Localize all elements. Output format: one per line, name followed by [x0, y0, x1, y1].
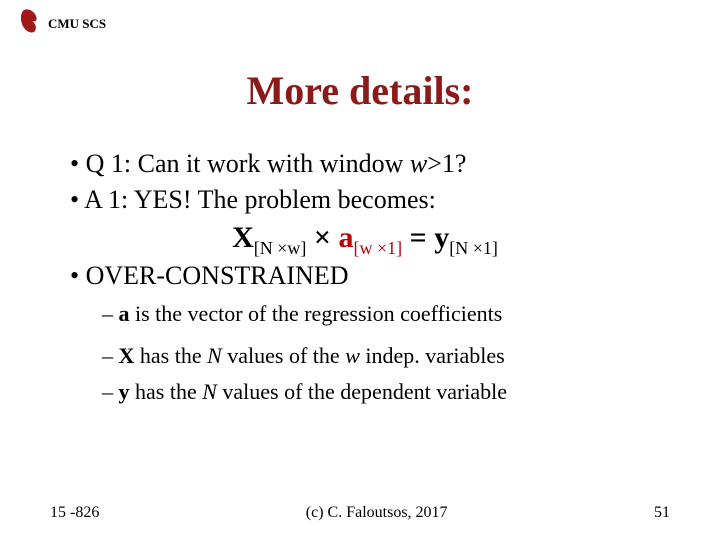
sub-bullet-a: a is the vector of the regression coeffi…: [120, 301, 670, 327]
eq-equals: =: [402, 221, 434, 254]
slide-footer: 15 -826 (c) C. Faloutsos, 2017 51: [0, 504, 720, 522]
eq-X: X: [232, 221, 254, 254]
sub-y-bold: y: [119, 379, 130, 404]
footer-right: 51: [654, 504, 670, 522]
cmu-logo-icon: [18, 8, 42, 39]
bullet-a1: A 1: YES! The problem becomes:: [60, 185, 670, 215]
header-label: CMU SCS: [48, 16, 106, 32]
slide-body: Q 1: Can it work with window w>1? A 1: Y…: [50, 149, 670, 405]
sub-x-mid1: has the: [134, 343, 207, 368]
sub-a-bold: a: [119, 301, 130, 326]
eq-y: y: [434, 221, 449, 254]
eq-times-1: ×: [306, 221, 338, 254]
sub-y-N: N: [202, 379, 217, 404]
q1-prefix: Q 1: Can it work with window: [86, 149, 410, 178]
sub-bullet-x: X has the N values of the w indep. varia…: [120, 343, 670, 369]
eq-y-sub: [N ×1]: [449, 238, 498, 258]
eq-X-sub: [N ×w]: [254, 238, 307, 258]
sub-y-rest: values of the dependent variable: [217, 379, 507, 404]
sub-bullet-y: y has the N values of the dependent vari…: [120, 379, 670, 405]
sub-x-w: w: [345, 343, 360, 368]
bullet-over: OVER-CONSTRAINED: [60, 261, 670, 291]
bullet-q1: Q 1: Can it work with window w>1?: [60, 149, 670, 179]
eq-a: a: [339, 221, 354, 254]
sub-x-bold: X: [119, 343, 135, 368]
q1-var: w: [410, 149, 427, 178]
q1-suffix: >1?: [427, 149, 466, 178]
sub-y-mid1: has the: [130, 379, 203, 404]
sub-x-rest: indep. variables: [360, 343, 505, 368]
footer-left: 15 -826: [50, 504, 99, 522]
slide-title: More details:: [50, 67, 670, 114]
sub-x-mid2: values of the: [222, 343, 345, 368]
footer-center: (c) C. Faloutsos, 2017: [306, 504, 448, 522]
eq-a-sub: [w ×1]: [354, 238, 403, 258]
slide-header: CMU SCS: [18, 8, 106, 39]
equation: X[N ×w] × a[w ×1] = y[N ×1]: [60, 221, 670, 259]
slide: CMU SCS More details: Q 1: Can it work w…: [0, 0, 720, 540]
sub-a-rest: is the vector of the regression coeffici…: [130, 301, 503, 326]
sub-x-N: N: [207, 343, 222, 368]
